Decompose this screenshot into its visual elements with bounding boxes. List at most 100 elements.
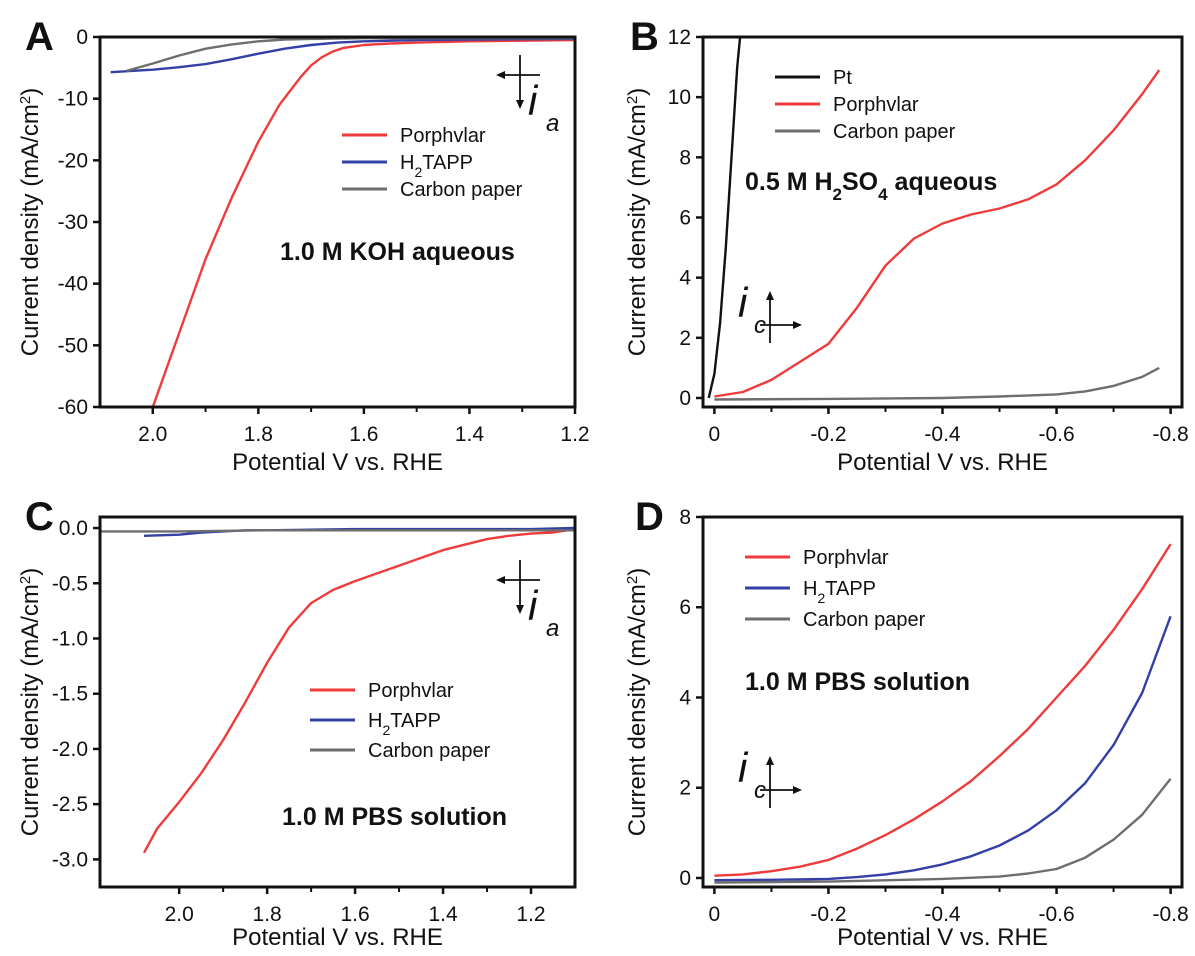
x-tick-label: -0.8: [1153, 423, 1189, 446]
y-tick-label: 4: [679, 267, 691, 290]
current-subscript: a: [546, 615, 559, 642]
legend: Pt Porphvlar Carbon paper: [775, 67, 956, 143]
y-tick-label: -40: [58, 273, 88, 296]
x-axis-label: Potential V vs. RHE: [837, 449, 1048, 476]
legend: Porphvlar H2TAPP Carbon paper: [745, 547, 926, 631]
y-tick-label: 2: [679, 327, 691, 350]
y-axis-label: Current density (mA/cm2): [624, 568, 652, 836]
legend-label: H2TAPP: [368, 710, 441, 738]
x-axis-label: Potential V vs. RHE: [232, 924, 443, 951]
y-tick-label: -0.5: [52, 572, 88, 595]
y-tick-label: 8: [679, 146, 691, 169]
y-tick-label: 6: [679, 596, 691, 619]
panel-b: 0 -0.2 -0.4 -0.6 -0.8 0 2 4 6 8 10 12 Potential V vs…: [624, 26, 1189, 476]
y-tick-label: -50: [58, 334, 88, 357]
x-tick-label: 1.4: [428, 903, 458, 926]
series-line-h2tapp: [110, 37, 575, 74]
y-axis-label: Current density (mA/cm2): [624, 88, 652, 356]
y-tick-label: 4: [679, 686, 691, 709]
y-tick-label: -3.0: [52, 848, 88, 871]
y-tick-label: 10: [668, 86, 691, 109]
x-tick-label: 2.0: [165, 903, 194, 926]
x-tick-label: -0.8: [1153, 903, 1189, 926]
y-tick-label: -30: [58, 211, 88, 234]
x-tick-label: 1.8: [253, 903, 282, 926]
x-tick-label: -0.2: [810, 903, 846, 926]
legend-label: Porphvlar: [400, 125, 486, 147]
x-axis-label: Potential V vs. RHE: [232, 449, 443, 476]
legend-label: Carbon paper: [400, 179, 523, 201]
panel-label-d: D: [635, 495, 664, 539]
y-tick-label: 12: [668, 26, 691, 49]
condition-annotation: 1.0 M KOH aqueous: [280, 238, 515, 266]
condition-annotation: 1.0 M PBS solution: [745, 668, 970, 696]
x-tick-label: 0: [709, 903, 721, 926]
current-symbol: i: [528, 582, 539, 629]
y-tick-label: 6: [679, 206, 691, 229]
current-subscript: c: [754, 312, 766, 339]
current-symbol: i: [528, 77, 539, 124]
series-line-carbon-paper: [714, 777, 1172, 884]
y-tick-label: -2.5: [52, 793, 88, 816]
legend-label: Carbon paper: [368, 740, 491, 762]
series-line-carbon-paper: [100, 529, 575, 533]
x-axis-label: Potential V vs. RHE: [837, 924, 1048, 951]
x-tick-label: -0.2: [810, 423, 846, 446]
x-tick-label: -0.4: [924, 903, 961, 926]
plot-frame: [98, 515, 577, 889]
y-tick-label: -10: [58, 88, 88, 111]
x-tick-label: 1.8: [244, 423, 273, 446]
current-subscript: a: [546, 110, 559, 137]
x-tick-label: -0.6: [1038, 903, 1074, 926]
x-tick-label: 1.2: [516, 903, 545, 926]
x-tick-label: 1.6: [349, 423, 378, 446]
legend-label: Carbon paper: [803, 609, 926, 631]
y-tick-label: -20: [58, 149, 88, 172]
panel-label-b: B: [630, 15, 659, 59]
y-tick-label: -1.0: [52, 627, 88, 650]
legend-label: Porphvlar: [833, 94, 919, 116]
y-tick-label: 0: [679, 387, 691, 410]
panel-label-c: C: [25, 495, 54, 539]
current-subscript: c: [754, 777, 766, 804]
y-tick-label: -2.0: [52, 738, 88, 761]
series-line-h2tapp: [714, 615, 1172, 882]
x-tick-label: -0.6: [1038, 423, 1074, 446]
y-axis-label: Current density (mA/cm2): [17, 568, 45, 836]
panel-a: 2.0 1.8 1.6 1.4 1.2 0 -10 -20 -30 -40 -50 -60 Potent…: [17, 26, 590, 476]
legend-label: H2TAPP: [400, 152, 473, 180]
series-line-porphvlar: [151, 38, 575, 407]
legend-label: H2TAPP: [803, 578, 876, 606]
legend-label: Porphvlar: [368, 680, 454, 702]
x-tick-label: 2.0: [138, 423, 167, 446]
series-line-carbon-paper: [714, 366, 1160, 401]
current-direction-arrow: [760, 756, 802, 808]
series-line-porphvlar: [714, 69, 1161, 398]
legend-label: Porphvlar: [803, 547, 889, 569]
panel-label-a: A: [25, 15, 54, 59]
y-tick-label: 2: [679, 777, 691, 800]
current-symbol: i: [738, 279, 749, 326]
condition-annotation: 1.0 M PBS solution: [282, 803, 507, 831]
x-tick-label: -0.4: [924, 423, 961, 446]
legend-label: Carbon paper: [833, 121, 956, 143]
y-tick-label: -1.5: [52, 683, 88, 706]
y-tick-label: 0.0: [59, 517, 88, 540]
panel-d: 0 -0.2 -0.4 -0.6 -0.8 0 2 4 6 8 Potential V vs. RH…: [624, 506, 1189, 951]
x-tick-label: 1.2: [560, 423, 589, 446]
y-tick-label: 0: [76, 26, 88, 49]
series-line-pt: [707, 37, 742, 399]
x-tick-label: 0: [709, 423, 721, 446]
series-line-porphvlar: [142, 527, 575, 854]
x-tick-label: 1.4: [455, 423, 485, 446]
current-direction-arrow: [496, 55, 540, 109]
current-symbol: i: [738, 744, 749, 791]
current-direction-arrow: [496, 560, 540, 614]
y-tick-label: -60: [58, 396, 88, 419]
y-tick-label: 8: [679, 506, 691, 529]
series-line-porphvlar: [714, 543, 1172, 877]
x-tick-label: 1.6: [340, 903, 369, 926]
